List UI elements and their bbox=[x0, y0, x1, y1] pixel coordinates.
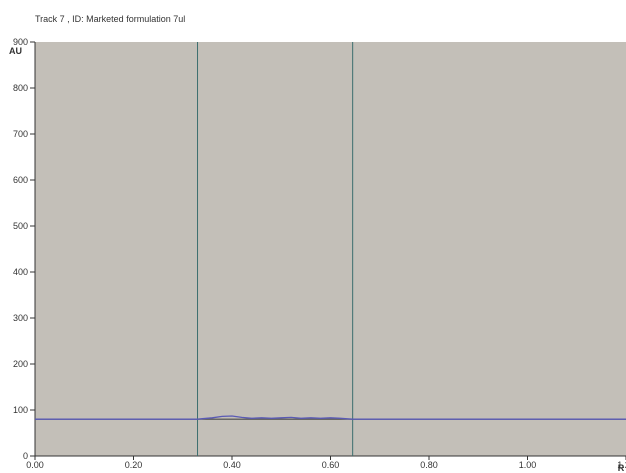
x-tick-label: 0.80 bbox=[420, 460, 438, 470]
plot-area bbox=[35, 42, 626, 456]
x-tick-label: 0.60 bbox=[322, 460, 340, 470]
x-tick-label: 1.20 bbox=[617, 460, 626, 470]
y-tick-label: 0 bbox=[23, 451, 28, 461]
chart-title: Track 7 , ID: Marketed formulation 7ul bbox=[35, 14, 185, 24]
y-unit-label: AU bbox=[9, 46, 22, 56]
y-tick-label: 100 bbox=[13, 405, 28, 415]
x-unit-label: R bbox=[618, 463, 625, 473]
x-tick-label: 0.40 bbox=[223, 460, 241, 470]
y-tick-label: 700 bbox=[13, 129, 28, 139]
y-axis: 0 100 200 300 400 500 600 700 800 900 bbox=[13, 37, 36, 461]
y-tick-label: 200 bbox=[13, 359, 28, 369]
y-tick-label: 900 bbox=[13, 37, 28, 47]
x-tick-label: 0.20 bbox=[125, 460, 143, 470]
x-tick-label: 0.00 bbox=[26, 460, 44, 470]
y-tick-label: 300 bbox=[13, 313, 28, 323]
y-tick-label: 500 bbox=[13, 221, 28, 231]
series-group bbox=[35, 415, 626, 420]
densitogram-trace bbox=[35, 415, 626, 420]
y-tick-label: 600 bbox=[13, 175, 28, 185]
track-markers bbox=[197, 42, 354, 456]
y-tick-label: 400 bbox=[13, 267, 28, 277]
x-axis: 0.00 0.20 0.40 0.60 0.80 1.00 1.20 bbox=[26, 455, 626, 470]
y-tick-label: 800 bbox=[13, 83, 28, 93]
x-tick-label: 1.00 bbox=[519, 460, 537, 470]
